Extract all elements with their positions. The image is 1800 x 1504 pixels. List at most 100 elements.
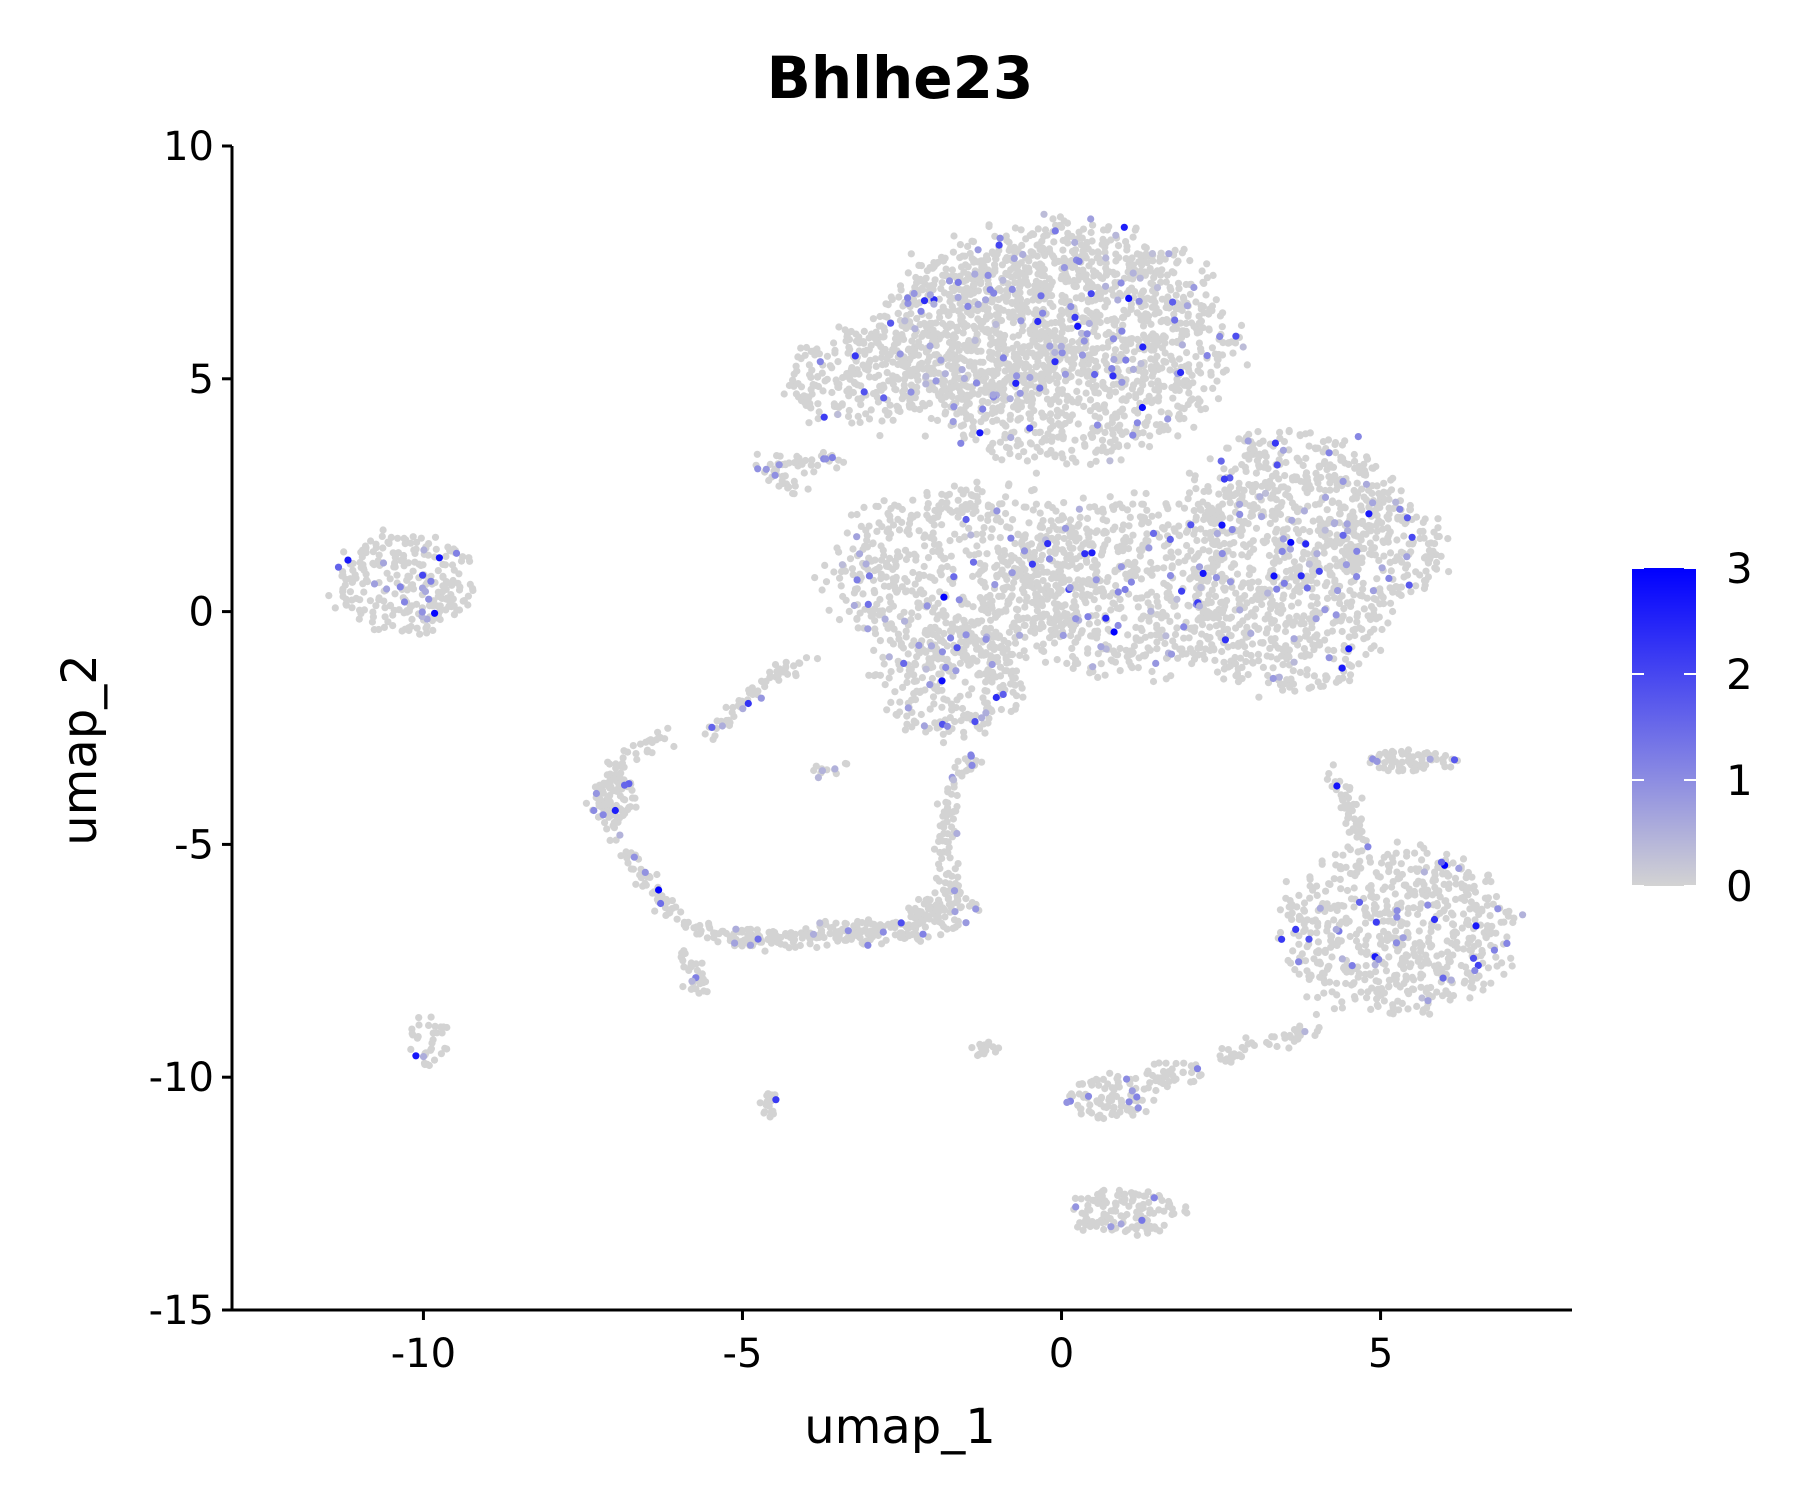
data-point xyxy=(1000,636,1008,645)
data-point xyxy=(1011,279,1019,287)
data-point xyxy=(1350,884,1358,892)
data-point xyxy=(1353,610,1362,618)
data-point xyxy=(1129,355,1137,363)
data-point xyxy=(917,343,926,351)
data-point xyxy=(1037,376,1045,385)
data-point xyxy=(891,501,899,509)
data-point xyxy=(949,333,957,341)
data-point xyxy=(946,384,954,392)
data-point xyxy=(1063,219,1072,227)
data-point xyxy=(1116,667,1124,675)
data-point xyxy=(924,331,932,339)
data-point xyxy=(1077,241,1085,249)
data-point xyxy=(947,320,956,328)
data-point xyxy=(828,388,836,397)
data-point xyxy=(1049,522,1057,530)
data-point xyxy=(1350,531,1359,539)
data-point xyxy=(1006,411,1015,419)
data-point xyxy=(1155,393,1163,401)
data-point xyxy=(1111,388,1120,396)
data-point xyxy=(842,337,850,345)
data-point xyxy=(1008,584,1016,592)
data-point xyxy=(1277,601,1285,610)
data-point xyxy=(1195,550,1203,558)
data-point xyxy=(1379,593,1387,602)
data-point xyxy=(896,613,904,621)
data-point xyxy=(1136,552,1144,560)
data-point xyxy=(1016,680,1024,688)
data-point xyxy=(1006,450,1014,458)
data-point xyxy=(908,609,916,617)
data-point xyxy=(1465,921,1473,929)
data-point xyxy=(1159,608,1167,617)
data-point xyxy=(1242,543,1250,551)
data-point xyxy=(1303,666,1311,674)
data-point xyxy=(946,714,954,722)
data-point xyxy=(883,369,891,377)
data-point xyxy=(1298,615,1306,623)
data-point xyxy=(1082,599,1090,607)
data-point xyxy=(1220,665,1228,673)
data-point xyxy=(1362,962,1370,970)
data-point xyxy=(1051,259,1059,267)
data-point xyxy=(1408,973,1416,982)
data-point xyxy=(1033,592,1041,600)
data-point xyxy=(1144,599,1152,607)
data-point xyxy=(1138,520,1146,528)
data-point xyxy=(1230,539,1238,547)
data-point xyxy=(950,232,958,240)
data-point xyxy=(1203,274,1211,282)
data-point xyxy=(1185,489,1194,497)
data-point xyxy=(929,630,937,639)
data-point xyxy=(805,361,814,369)
data-point xyxy=(1246,549,1254,557)
data-point xyxy=(986,443,995,451)
data-point xyxy=(1261,449,1269,457)
data-point xyxy=(1355,660,1363,668)
data-point xyxy=(852,337,861,345)
data-point xyxy=(1060,534,1068,543)
data-point xyxy=(1248,508,1256,516)
data-point xyxy=(1402,564,1410,572)
data-point xyxy=(1306,527,1314,536)
data-point xyxy=(1031,571,1039,579)
data-point xyxy=(1235,435,1243,443)
data-point xyxy=(1131,558,1139,567)
data-point xyxy=(1094,627,1102,635)
data-point xyxy=(1129,531,1137,539)
data-point xyxy=(1218,323,1226,331)
data-point xyxy=(1047,410,1055,418)
data-point xyxy=(1353,519,1361,528)
data-point xyxy=(1387,567,1395,575)
data-point xyxy=(1300,927,1308,936)
data-point xyxy=(1048,292,1056,300)
data-point xyxy=(1157,408,1165,416)
data-point xyxy=(923,323,931,331)
data-point xyxy=(1070,345,1078,353)
data-point xyxy=(1145,443,1154,451)
data-point xyxy=(1152,332,1160,340)
data-point xyxy=(1143,530,1151,538)
data-point xyxy=(910,717,918,725)
data-point xyxy=(1192,485,1200,493)
data-point xyxy=(785,381,794,390)
data-point xyxy=(1270,617,1278,625)
data-point xyxy=(1201,405,1210,413)
data-point xyxy=(880,333,888,341)
data-point xyxy=(942,265,950,273)
data-point xyxy=(934,599,942,608)
data-point xyxy=(1143,418,1151,426)
data-point xyxy=(1503,933,1511,941)
data-point xyxy=(1376,503,1384,512)
data-point xyxy=(1094,389,1102,397)
data-point xyxy=(1005,363,1013,371)
data-point xyxy=(1196,361,1204,369)
data-point xyxy=(1019,693,1027,701)
data-point xyxy=(1137,312,1145,320)
data-point xyxy=(1077,544,1085,552)
data-point xyxy=(1296,432,1304,440)
data-point xyxy=(1002,509,1010,518)
data-point xyxy=(976,725,984,733)
data-point xyxy=(1362,941,1370,949)
data-point xyxy=(848,565,857,573)
